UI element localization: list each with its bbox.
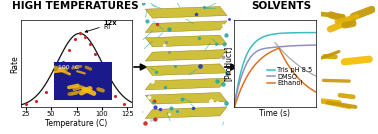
Point — [53, 75, 59, 77]
Line: DMSO: DMSO — [234, 45, 316, 104]
Polygon shape — [145, 64, 227, 75]
Tris pH 8.5 — [232, 106, 237, 108]
Point — [60, 61, 67, 63]
X-axis label: Temperature (C): Temperature (C) — [45, 119, 108, 128]
DMSO — [259, 49, 263, 50]
Polygon shape — [145, 107, 227, 118]
Text: RT: RT — [103, 24, 111, 30]
Ethanol — [291, 72, 296, 74]
Point — [23, 103, 29, 105]
Tris pH 8.5 — [259, 37, 263, 39]
DMSO — [291, 45, 295, 47]
Point — [104, 82, 110, 84]
Polygon shape — [145, 78, 227, 90]
Ethanol — [291, 71, 296, 73]
DMSO — [313, 44, 318, 46]
Polygon shape — [145, 93, 227, 104]
Polygon shape — [145, 7, 227, 18]
Tris pH 8.5 — [242, 60, 246, 62]
DMSO — [283, 45, 288, 47]
X-axis label: Time (s): Time (s) — [259, 109, 291, 118]
DMSO — [291, 45, 296, 47]
Ethanol — [277, 47, 281, 49]
Point — [87, 43, 93, 46]
Line: Ethanol: Ethanol — [234, 48, 316, 107]
Line: Tris pH 8.5: Tris pH 8.5 — [234, 33, 316, 107]
DMSO — [232, 103, 237, 105]
Point — [33, 99, 39, 102]
Point — [121, 102, 127, 105]
Y-axis label: Rate: Rate — [11, 55, 19, 72]
Point — [112, 95, 118, 97]
Text: HIGH TEMPERATURES: HIGH TEMPERATURES — [12, 1, 139, 11]
Ethanol — [259, 58, 263, 60]
Text: 12x: 12x — [103, 20, 116, 26]
Ethanol — [264, 54, 269, 55]
DMSO — [264, 47, 269, 49]
Ethanol — [232, 106, 237, 108]
Polygon shape — [145, 21, 227, 32]
Tris pH 8.5 — [264, 35, 269, 36]
Point — [82, 36, 88, 38]
Point — [77, 32, 83, 34]
Tris pH 8.5 — [291, 32, 296, 34]
Point — [71, 38, 77, 40]
Polygon shape — [145, 50, 227, 61]
Point — [97, 66, 103, 68]
Tris pH 8.5 — [313, 32, 318, 33]
Tris pH 8.5 — [291, 32, 295, 34]
Ethanol — [284, 60, 288, 62]
Ethanol — [313, 91, 318, 93]
Y-axis label: [Product]: [Product] — [224, 46, 233, 81]
Ethanol — [242, 81, 246, 83]
Text: SOLVENTS: SOLVENTS — [251, 1, 312, 11]
DMSO — [242, 68, 246, 70]
Polygon shape — [145, 35, 227, 47]
Legend: Tris pH 8.5, DMSO, Ethanol: Tris pH 8.5, DMSO, Ethanol — [267, 67, 312, 86]
Point — [43, 91, 49, 94]
Point — [92, 53, 98, 55]
Point — [67, 49, 73, 51]
Tris pH 8.5 — [283, 32, 288, 34]
